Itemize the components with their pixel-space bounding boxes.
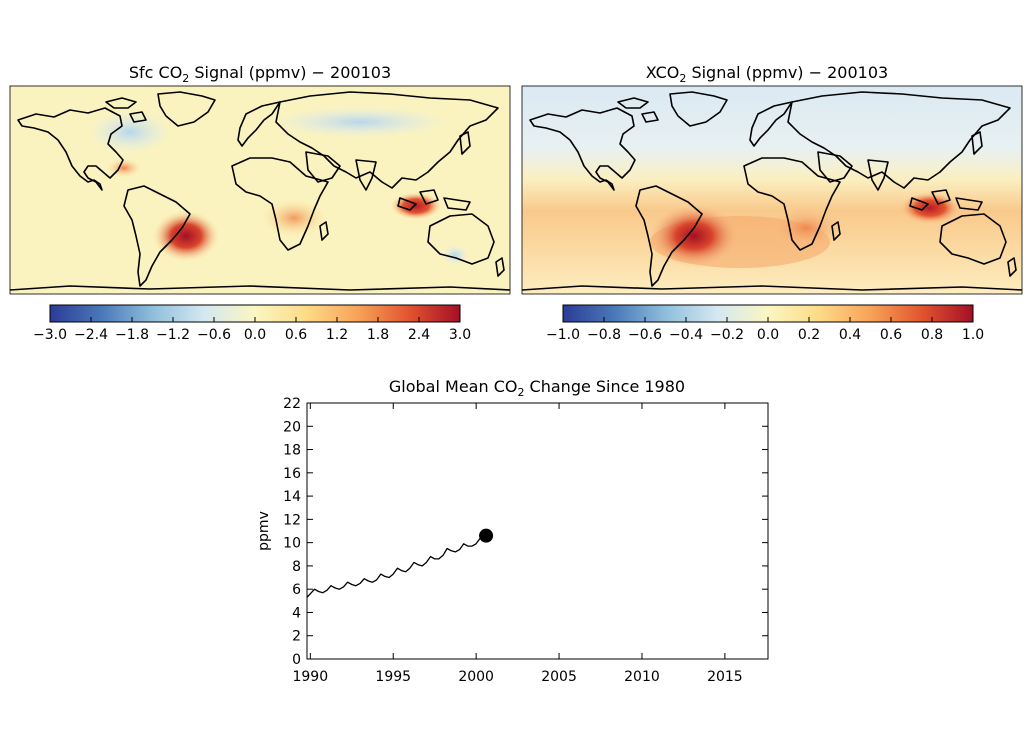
colorbar-tick-label: 0.8	[921, 327, 943, 343]
left-map-blue-north-america	[88, 110, 172, 154]
left-colorbar-ticks: −3.0 −2.4 −1.8 −1.2 −0.6 0.0 0.6 1.2 1.8 2.4 3.0	[33, 317, 471, 343]
x-tick-label: 2005	[541, 669, 577, 685]
right-map-frame	[521, 85, 1023, 295]
colorbar-tick-label: 1.2	[326, 327, 348, 343]
left-map-title: Sfc CO2 Signal (ppmv) − 200103	[129, 63, 391, 85]
chart-series	[306, 528, 494, 598]
colorbar-tick-label: 0.0	[757, 327, 779, 343]
y-tick-label: 0	[292, 652, 301, 668]
colorbar-tick-label: 1.0	[962, 327, 984, 343]
y-tick-label: 12	[283, 512, 301, 528]
colorbar-tick-label: −1.2	[156, 327, 190, 343]
y-tick-label: 6	[292, 582, 301, 598]
y-tick-label: 22	[283, 396, 301, 412]
right-map-hotspot-indonesia	[900, 192, 960, 224]
chart-x-ticks: 1990 1995 2000 2005 2010 2015	[292, 403, 743, 685]
chart-plot-area	[306, 402, 769, 660]
colorbar-tick-label: 0.6	[880, 327, 902, 343]
y-tick-label: 20	[283, 419, 301, 435]
current-value-marker	[479, 528, 494, 543]
y-tick-label: 8	[292, 559, 301, 575]
colorbar-tick-label: −0.8	[587, 327, 621, 343]
colorbar-tick-label: −1.0	[546, 327, 580, 343]
colorbar-tick-label: −0.4	[669, 327, 703, 343]
left-map-hotspot-brazil	[152, 210, 220, 262]
colorbar-tick-label: 3.0	[449, 327, 471, 343]
left-map	[10, 86, 510, 294]
y-tick-label: 10	[283, 536, 301, 552]
chart-y-ticks: 0 2 4 6 8 10 12 14 16 18 20 22	[283, 396, 768, 668]
colorbar-tick-label: 0.2	[798, 327, 820, 343]
x-tick-label: 2010	[624, 669, 660, 685]
right-map-hotspot-brazil	[648, 204, 740, 268]
left-map-hotspot-central-america	[106, 158, 142, 178]
series-line	[306, 537, 485, 598]
y-tick-label: 2	[292, 629, 301, 645]
colorbar-tick-label: −3.0	[33, 327, 67, 343]
colorbar-tick-label: 1.8	[367, 327, 389, 343]
right-colorbar-ticks: −1.0 −0.8 −0.6 −0.4 −0.2 0.0 0.2 0.4 0.6 0.8 1.0	[546, 317, 984, 343]
right-map-title: XCO2 Signal (ppmv) − 200103	[646, 63, 888, 85]
colorbar-tick-label: −0.2	[710, 327, 744, 343]
chart-y-axis-label: ppmv	[256, 511, 272, 551]
left-map-blue-eurasia	[270, 106, 450, 138]
colorbar-tick-label: −2.4	[74, 327, 108, 343]
right-map	[522, 86, 1022, 294]
left-map-frame	[9, 85, 511, 295]
colorbar-tick-label: 0.4	[839, 327, 861, 343]
colorbar-tick-label: 0.0	[244, 327, 266, 343]
y-tick-label: 4	[292, 605, 301, 621]
x-tick-label: 2015	[707, 669, 743, 685]
y-tick-label: 16	[283, 466, 301, 482]
chart-title: Global Mean CO2 Change Since 1980	[389, 377, 685, 399]
left-map-hotspot-africa	[260, 198, 328, 238]
y-tick-label: 18	[283, 443, 301, 459]
colorbar-tick-label: 0.6	[285, 327, 307, 343]
x-tick-label: 2000	[458, 669, 494, 685]
colorbar-tick-label: 2.4	[408, 327, 430, 343]
x-tick-label: 1995	[375, 669, 411, 685]
colorbar-tick-label: −0.6	[628, 327, 662, 343]
y-tick-label: 14	[283, 489, 301, 505]
colorbar-tick-label: −1.8	[115, 327, 149, 343]
x-tick-label: 1990	[292, 669, 328, 685]
colorbar-tick-label: −0.6	[197, 327, 231, 343]
